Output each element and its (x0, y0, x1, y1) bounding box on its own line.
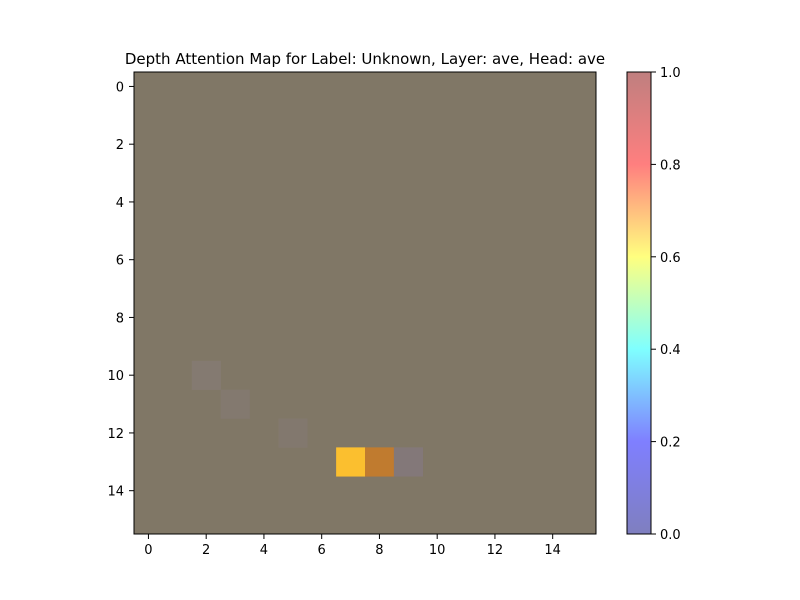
x-tick-label-2: 4 (260, 543, 268, 558)
y-tick-label-0: 0 (116, 80, 124, 95)
y-tick-label-2: 4 (116, 196, 124, 211)
y-tick-label-6: 12 (107, 427, 124, 442)
colorbar-tick-label-2: 0.4 (660, 343, 681, 358)
heatmap-cell-2 (278, 418, 308, 448)
heatmap-cell-5 (393, 447, 424, 477)
x-tick-label-6: 12 (487, 543, 504, 558)
y-tick-label-4: 8 (116, 311, 124, 326)
x-tick-label-4: 8 (375, 543, 383, 558)
y-tick-label-1: 2 (116, 138, 124, 153)
heatmap-cell-0 (191, 360, 221, 390)
heatmap (133, 71, 597, 535)
x-axis: 0 2 4 6 8 10 12 14 (144, 534, 561, 558)
heatmap-cell-1 (220, 389, 250, 419)
x-tick-label-5: 10 (429, 543, 446, 558)
colorbar-tick-label-5: 1.0 (660, 66, 681, 81)
plot-frame (133, 71, 597, 535)
colorbar: 0.0 0.2 0.4 0.6 0.8 1.0 (626, 66, 681, 543)
chart-title: Depth Attention Map for Label: Unknown, … (125, 50, 605, 68)
y-tick-label-5: 10 (107, 369, 124, 384)
x-tick-label-1: 2 (202, 543, 210, 558)
x-tick-label-7: 14 (544, 543, 561, 558)
colorbar-tick-label-4: 0.8 (660, 158, 681, 173)
x-tick-label-0: 0 (144, 543, 152, 558)
colorbar-tick-label-3: 0.6 (660, 251, 681, 266)
y-axis: 0 2 4 6 8 10 12 14 (107, 80, 134, 500)
heatmap-cell-3 (336, 447, 366, 477)
heatmap-cell-4 (365, 447, 395, 477)
y-tick-label-7: 14 (107, 485, 124, 500)
colorbar-tick-label-1: 0.2 (660, 436, 681, 451)
y-tick-label-3: 6 (116, 254, 124, 269)
x-tick-label-3: 6 (318, 543, 326, 558)
colorbar-scale (626, 71, 652, 535)
colorbar-tick-label-0: 0.0 (660, 528, 681, 543)
